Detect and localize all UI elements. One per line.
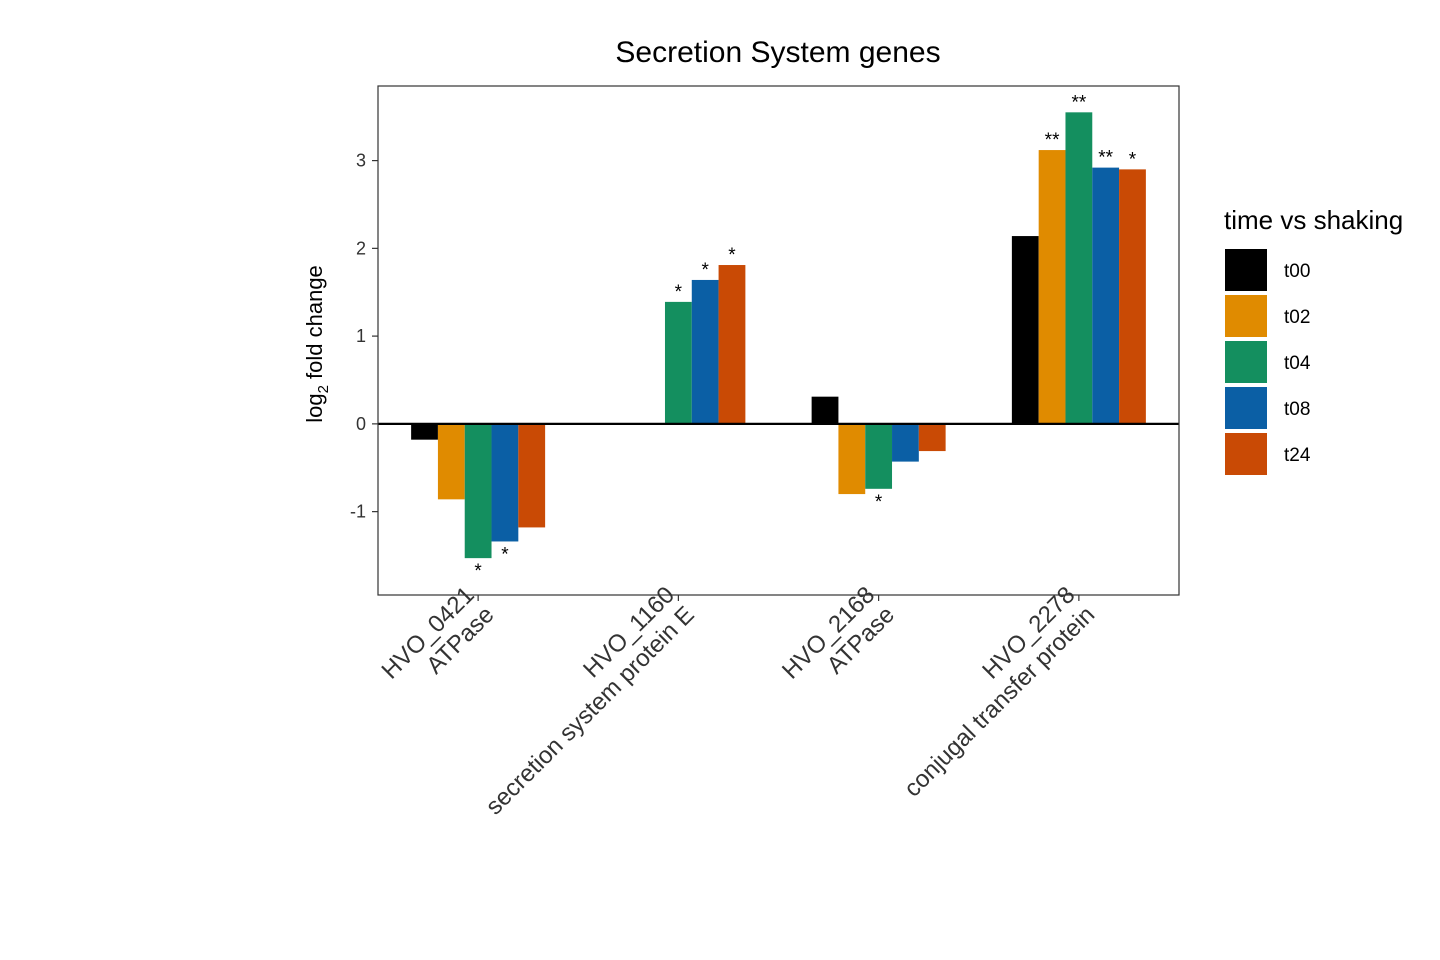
bar-t08-1 (691, 279, 719, 424)
bar-t02-3 (1038, 150, 1066, 424)
bar-t02-2 (838, 423, 866, 495)
bar-t04-3 (1065, 112, 1093, 424)
significance-t04-1: * (675, 282, 683, 303)
bar-t04-0 (464, 423, 492, 559)
legend-label-t04: t04 (1284, 353, 1311, 374)
significance-t04-2: * (875, 492, 883, 513)
significance-t08-3: ** (1098, 148, 1113, 169)
y-axis-title-subscript: 2 (315, 385, 332, 393)
y-axis-title-suffix: fold change (302, 265, 327, 385)
bar-t00-2 (811, 396, 839, 424)
bar-t24-2 (918, 423, 946, 452)
chart-title: Secretion System genes (615, 36, 940, 69)
significance-t08-0: * (501, 544, 509, 565)
significance-layer: ************ * (474, 92, 1136, 582)
bar-t00-0 (411, 423, 438, 440)
panel-border (377, 85, 1180, 596)
legend-swatch-t04 (1225, 341, 1267, 383)
significance-t04-3: ** (1071, 92, 1086, 113)
significance-t24-3: * (1129, 149, 1137, 170)
legend-swatch-t24 (1225, 433, 1267, 475)
bar-t08-2 (892, 423, 919, 462)
y-axis-title-prefix: log (302, 393, 327, 422)
significance-t24-1: * (728, 245, 736, 266)
bar-t00-3 (1011, 236, 1039, 424)
y-tick-label: 2 (356, 238, 366, 258)
y-tick-label: 0 (356, 414, 366, 434)
bar-t24-1 (718, 265, 746, 424)
y-axis: -1 0 1 2 3 (350, 151, 378, 522)
legend-label-t02: t02 (1284, 307, 1310, 328)
y-tick-label: 1 (356, 326, 366, 346)
legend-swatch-t08 (1225, 387, 1267, 429)
bar-t04-1 (664, 301, 692, 424)
bar-t08-3 (1092, 167, 1120, 424)
bar-t04-2 (865, 423, 893, 489)
legend-swatch-t02 (1225, 295, 1267, 337)
bar-t02-0 (437, 423, 465, 500)
legend-label-t24: t24 (1284, 445, 1311, 466)
bars-layer (411, 112, 1146, 559)
y-axis-title: log2 fold change (302, 265, 332, 423)
significance-t08-1: * (701, 260, 709, 281)
x-tick-label-line2: conjugal transfer protein (899, 601, 1100, 802)
y-tick-label: 3 (356, 151, 366, 171)
y-tick-label: -1 (350, 502, 366, 522)
legend: time vs shaking t00 t02 t04 t08 t24 (1224, 205, 1403, 475)
bar-t08-0 (491, 423, 519, 542)
legend-title: time vs shaking (1224, 205, 1403, 235)
legend-swatch-t00 (1225, 249, 1267, 291)
bar-t24-3 (1119, 169, 1146, 424)
x-tick-label-line2: secretion system protein E (481, 601, 700, 820)
significance-t04-0: * (474, 561, 482, 582)
bar-t24-0 (518, 423, 546, 528)
significance-t02-3: ** (1045, 130, 1060, 151)
legend-label-t08: t08 (1284, 399, 1310, 420)
legend-label-t00: t00 (1284, 261, 1310, 282)
